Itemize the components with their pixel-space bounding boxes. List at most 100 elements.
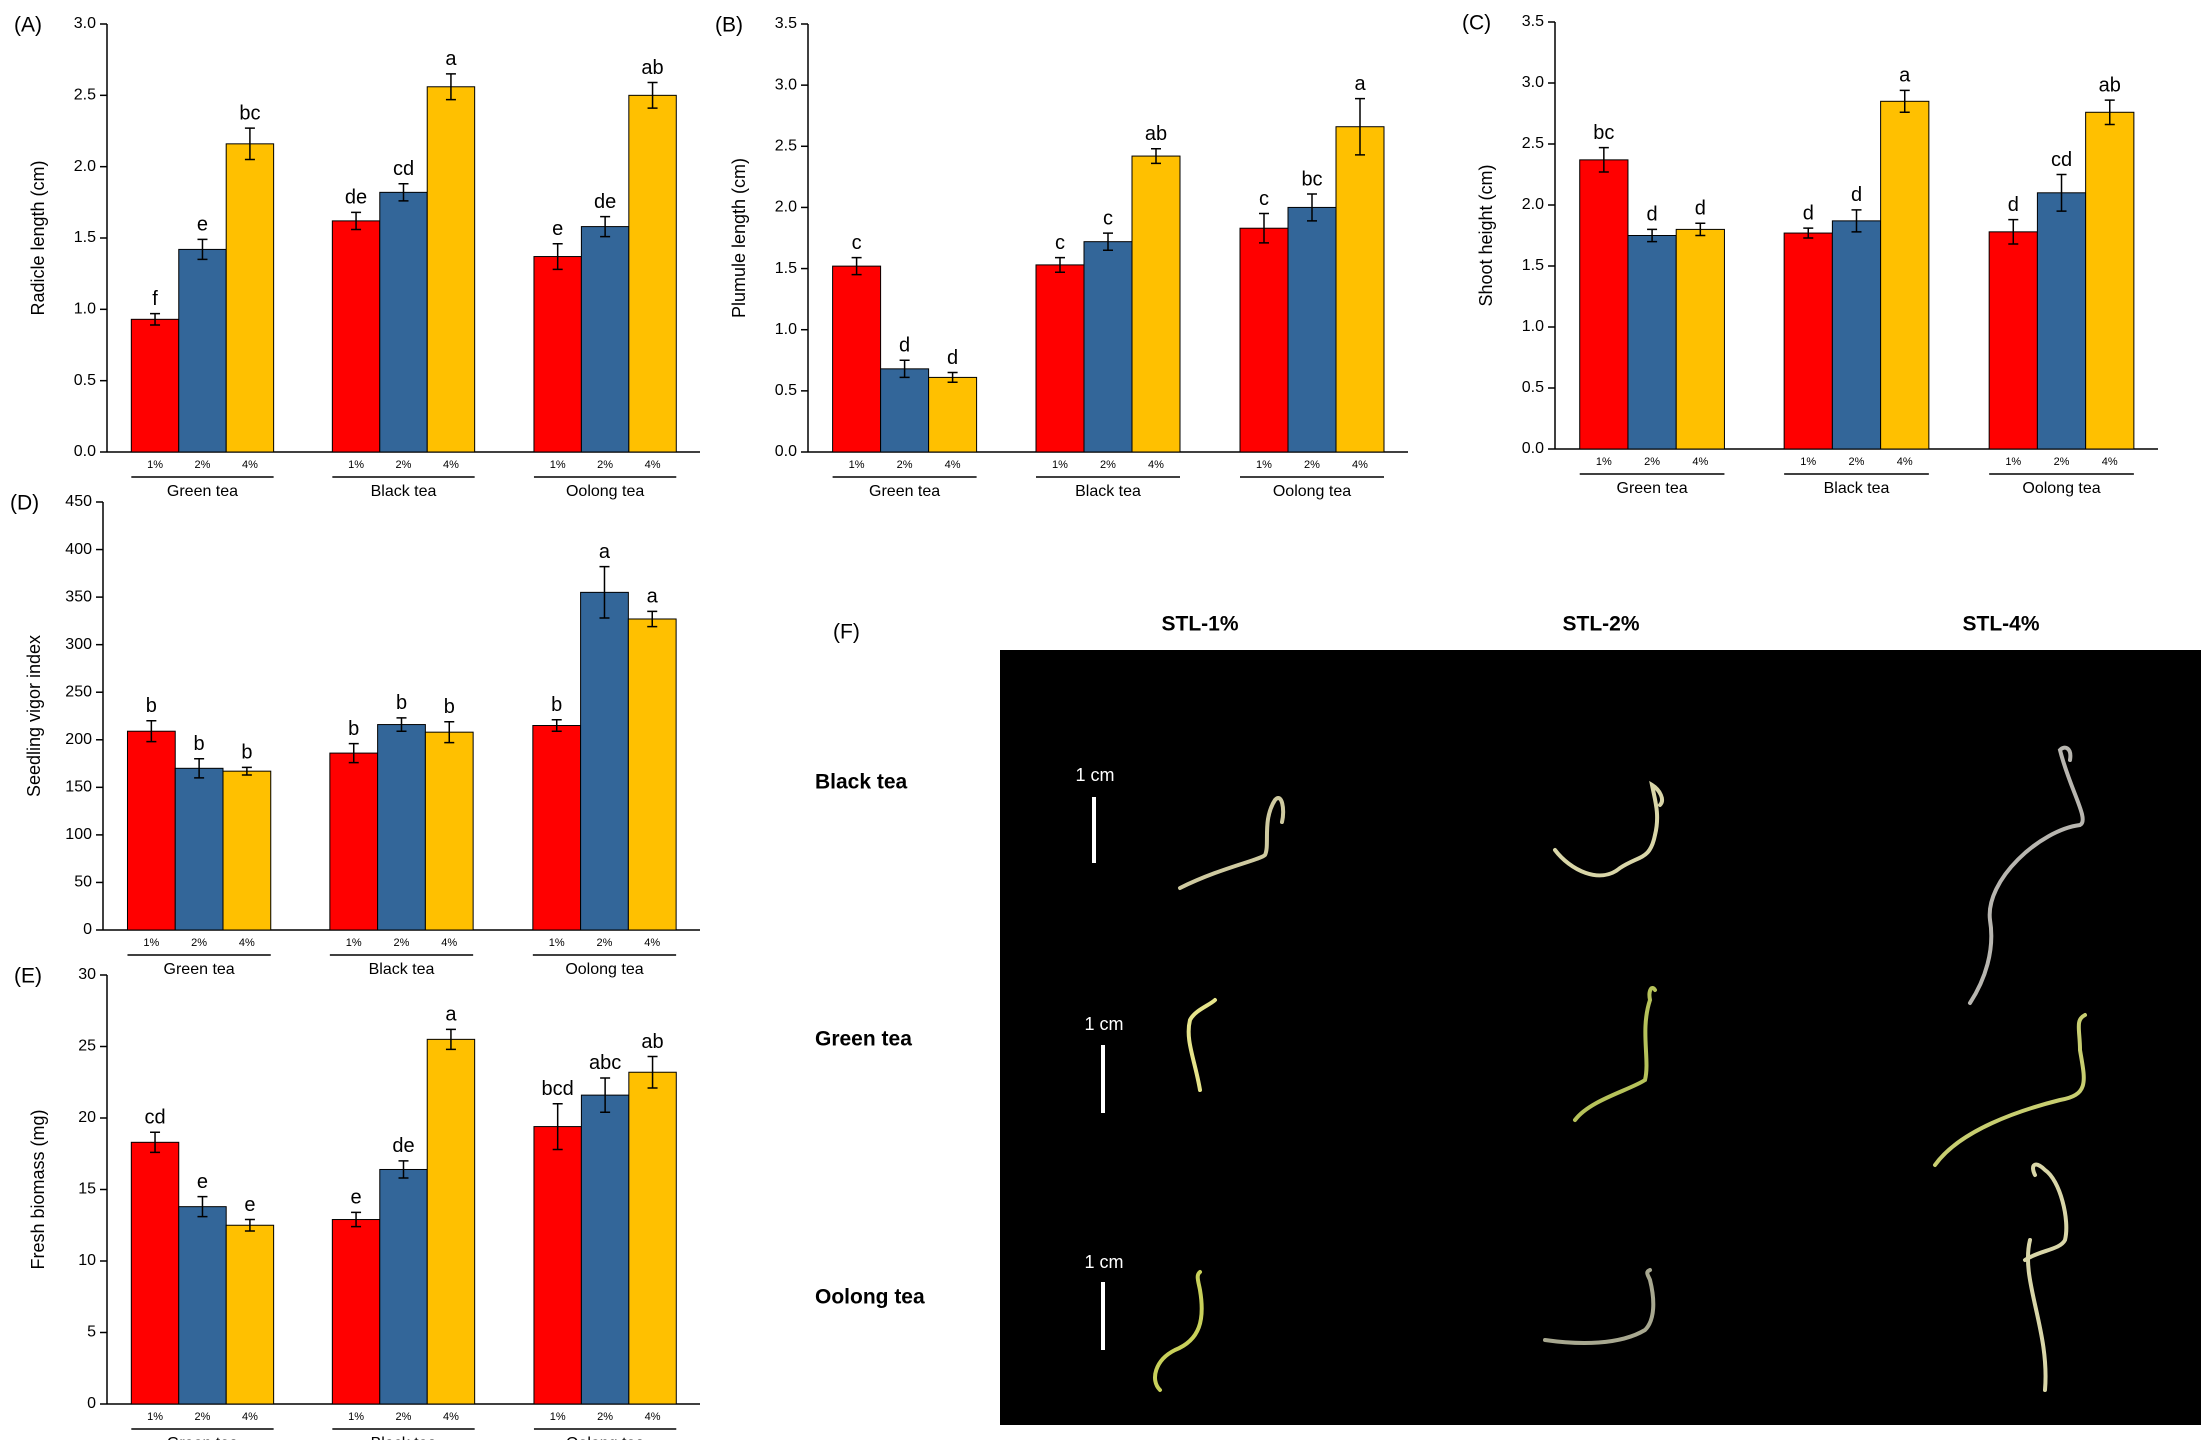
- error-bar: [445, 1028, 456, 1051]
- y-tick-label: 450: [65, 493, 92, 510]
- bar: [1783, 232, 1833, 450]
- bar: [426, 1038, 476, 1405]
- bar: [1287, 206, 1337, 453]
- x-sub-label: 4%: [1692, 456, 1708, 468]
- column-header: STL-2%: [1562, 613, 1639, 636]
- significance-letter: d: [1803, 202, 1814, 224]
- significance-letter: e: [197, 1171, 208, 1193]
- x-group-label: Black tea: [1075, 483, 1141, 500]
- bar: [627, 618, 677, 931]
- y-tick-label: 0.0: [1522, 440, 1544, 457]
- error-bar: [2056, 173, 2067, 212]
- x-sub-label: 4%: [645, 1411, 661, 1423]
- y-tick-label: 50: [74, 874, 92, 891]
- x-sub-label: 4%: [443, 459, 459, 471]
- x-sub-label: 2%: [1100, 459, 1116, 471]
- x-group-label: Black tea: [371, 483, 437, 500]
- significance-letter: b: [396, 692, 407, 714]
- x-sub-label: 2%: [1849, 456, 1865, 468]
- error-bar: [197, 238, 208, 261]
- bar: [379, 191, 428, 453]
- error-bar: [1103, 232, 1113, 251]
- x-sub-label: 1%: [1596, 456, 1612, 468]
- bar: [426, 86, 476, 453]
- y-tick-label: 0.5: [74, 372, 96, 389]
- error-bar: [2008, 218, 2019, 245]
- error-bar: [197, 1195, 208, 1218]
- error-bar: [600, 1077, 611, 1114]
- x-group-label: Oolong tea: [566, 1435, 644, 1440]
- significance-letter: d: [2008, 194, 2019, 216]
- y-tick-label: 3.0: [74, 15, 96, 32]
- error-bar: [1899, 89, 1910, 114]
- x-group-label: Oolong tea: [565, 961, 643, 978]
- column-header: STL-1%: [1161, 613, 1238, 636]
- significance-letter: a: [1354, 73, 1366, 95]
- x-sub-label: 1%: [147, 459, 163, 471]
- error-bar: [647, 81, 658, 109]
- y-tick-label: 2.0: [1522, 196, 1544, 213]
- error-bar: [551, 719, 562, 732]
- x-group-label: Green tea: [164, 961, 235, 978]
- x-sub-label: 1%: [2005, 456, 2021, 468]
- significance-letter: d: [1647, 204, 1658, 226]
- x-sub-label: 4%: [2102, 456, 2118, 468]
- x-group-label: Green tea: [167, 1435, 238, 1440]
- error-bar: [1355, 97, 1365, 156]
- panel-label: (D): [10, 492, 39, 515]
- bar: [1988, 231, 2038, 450]
- significance-letter: de: [345, 187, 367, 209]
- significance-letter: e: [552, 218, 563, 240]
- error-bar: [1647, 228, 1658, 243]
- y-tick-label: 2.5: [74, 87, 96, 104]
- significance-letter: b: [551, 694, 562, 716]
- significance-letter: f: [152, 288, 158, 310]
- y-tick-label: 0: [83, 921, 92, 938]
- x-group-label: Green tea: [1617, 480, 1688, 497]
- x-sub-label: 1%: [348, 1411, 364, 1423]
- y-tick-label: 200: [65, 731, 92, 748]
- significance-letter: a: [1899, 65, 1911, 87]
- y-axis-label: Fresh biomass (mg): [28, 1109, 48, 1269]
- error-bar: [552, 1102, 563, 1151]
- y-tick-label: 2.0: [775, 199, 797, 216]
- bar: [580, 226, 630, 453]
- significance-letter: a: [445, 48, 457, 70]
- panel-label: (B): [715, 14, 743, 37]
- y-tick-label: 0: [87, 1395, 96, 1412]
- error-bar: [1803, 227, 1814, 239]
- bar: [377, 724, 426, 931]
- x-sub-label: 2%: [191, 937, 207, 949]
- significance-letter: c: [1055, 232, 1065, 254]
- error-bar: [1851, 209, 1862, 233]
- significance-letter: ab: [2099, 74, 2121, 96]
- y-tick-label: 10: [78, 1252, 96, 1269]
- bar: [832, 265, 882, 453]
- y-tick-label: 25: [78, 1038, 96, 1055]
- x-sub-label: 2%: [195, 459, 211, 471]
- y-tick-label: 0.5: [1522, 379, 1544, 396]
- scale-label: 1 cm: [1084, 1252, 1123, 1272]
- significance-letter: ab: [641, 57, 663, 79]
- x-sub-label: 1%: [1052, 459, 1068, 471]
- photo-background: [1000, 650, 2201, 1425]
- y-tick-label: 250: [65, 683, 92, 700]
- y-tick-label: 3.5: [775, 15, 797, 32]
- x-sub-label: 2%: [2054, 456, 2070, 468]
- y-tick-label: 3.0: [1522, 74, 1544, 91]
- x-group-label: Black tea: [1824, 480, 1890, 497]
- error-bar: [647, 610, 658, 628]
- significance-letter: bc: [239, 102, 260, 124]
- x-sub-label: 1%: [348, 459, 364, 471]
- x-sub-label: 2%: [597, 459, 613, 471]
- x-sub-label: 1%: [550, 459, 566, 471]
- bar: [533, 1126, 582, 1405]
- y-tick-label: 2.5: [1522, 135, 1544, 152]
- x-sub-label: 1%: [549, 937, 565, 949]
- bar: [2036, 192, 2087, 450]
- y-tick-label: 150: [65, 779, 92, 796]
- y-tick-label: 20: [78, 1109, 96, 1126]
- error-bar: [1598, 146, 1609, 173]
- bar: [1035, 264, 1085, 453]
